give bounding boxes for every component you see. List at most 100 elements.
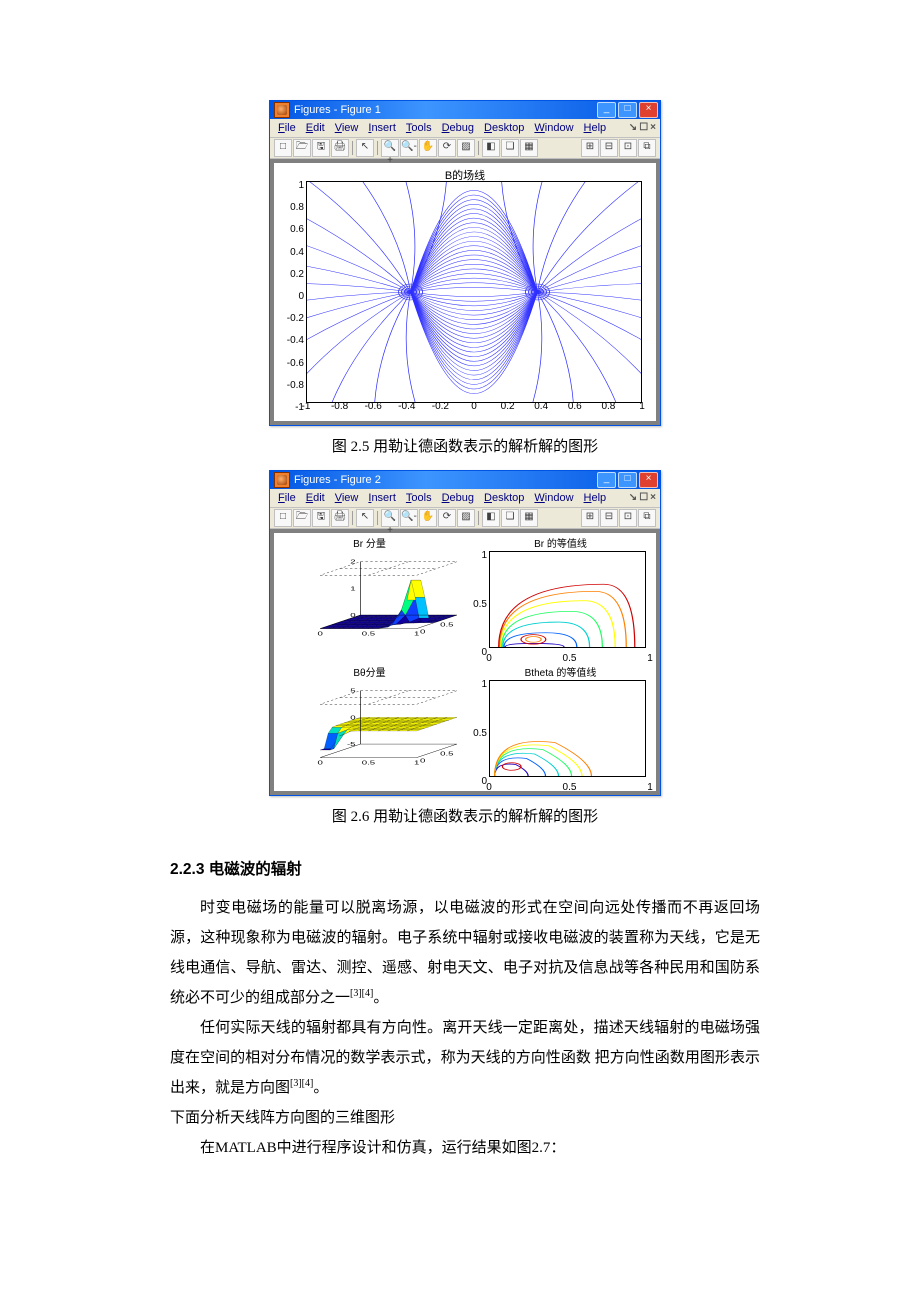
save-icon[interactable]: 🖫 bbox=[312, 509, 330, 527]
subplot-br-contour: Br 的等值线 00.5100.51 bbox=[465, 533, 656, 662]
dock-close-icon[interactable]: × bbox=[650, 488, 656, 508]
dock-arrow-icon[interactable]: ↘ bbox=[629, 118, 637, 138]
colorbar-icon[interactable]: ◧ bbox=[482, 509, 500, 527]
svg-text:-5: -5 bbox=[347, 741, 356, 748]
menu-help[interactable]: Help bbox=[580, 487, 611, 509]
subplot-grid: Br 分量 012000.50.511 Br 的等值线 00.5100.51 bbox=[274, 533, 656, 791]
undock-icon[interactable]: ⧉ bbox=[638, 509, 656, 527]
toolbar-separator bbox=[352, 141, 353, 155]
y-tick-label: 0.5 bbox=[469, 595, 487, 615]
figure1-toolbar: □ 🗁 🖫 🖨 ↖ 🔍+ 🔍- ✋ ⟳ ▨ ◧ ❏ ▦ ⊞ ⊟ ⊡ ⧉ bbox=[270, 138, 660, 159]
close-button[interactable]: × bbox=[639, 102, 658, 118]
menu-window[interactable]: Window bbox=[530, 117, 577, 139]
dock-max-icon[interactable]: ☐ bbox=[639, 488, 648, 508]
figure2-plot-area: Br 分量 012000.50.511 Br 的等值线 00.5100.51 bbox=[270, 529, 660, 795]
menu-help[interactable]: Help bbox=[580, 117, 611, 139]
menu-insert[interactable]: Insert bbox=[364, 487, 400, 509]
pan-icon[interactable]: ✋ bbox=[419, 509, 437, 527]
svg-text:1: 1 bbox=[350, 585, 356, 592]
grid-icon[interactable]: ▦ bbox=[520, 139, 538, 157]
figure1-plot-area: B的场线 10.80.60.40.20-0.2-0.4-0.6-0.8-1 -1… bbox=[270, 159, 660, 425]
figure2-canvas: Br 分量 012000.50.511 Br 的等值线 00.5100.51 bbox=[274, 533, 656, 791]
menu-insert[interactable]: Insert bbox=[364, 117, 400, 139]
svg-text:0: 0 bbox=[317, 630, 323, 637]
toolbar-separator bbox=[377, 511, 378, 525]
y-tick-label: -0.6 bbox=[278, 354, 304, 374]
close-button[interactable]: × bbox=[639, 472, 658, 488]
y-tick-label: 1 bbox=[469, 546, 487, 566]
toolbar-separator bbox=[478, 511, 479, 525]
zoom-in-icon[interactable]: 🔍+ bbox=[381, 509, 399, 527]
menu-view[interactable]: View bbox=[331, 487, 363, 509]
paragraph-2: 任何实际天线的辐射都具有方向性。离开天线一定距离处，描述天线辐射的电磁场强度在空… bbox=[170, 1013, 760, 1103]
rotate-icon[interactable]: ⟳ bbox=[438, 139, 456, 157]
maximize-button[interactable]: □ bbox=[618, 102, 637, 118]
new-icon[interactable]: □ bbox=[274, 509, 292, 527]
menu-desktop[interactable]: Desktop bbox=[480, 487, 528, 509]
reference-2: [3][4] bbox=[290, 1078, 313, 1089]
grid-icon[interactable]: ▦ bbox=[520, 509, 538, 527]
paragraph-2-text: 任何实际天线的辐射都具有方向性。离开天线一定距离处，描述天线辐射的电磁场强度在空… bbox=[170, 1020, 760, 1096]
pointer-icon[interactable]: ↖ bbox=[356, 509, 374, 527]
tile-v-icon[interactable]: ⊡ bbox=[619, 139, 637, 157]
open-icon[interactable]: 🗁 bbox=[293, 509, 311, 527]
y-tick-label: 0.4 bbox=[278, 243, 304, 263]
x-tick-label: -1 bbox=[296, 397, 316, 417]
x-tick-label: -0.4 bbox=[397, 397, 417, 417]
figure1-window-controls: _ □ × bbox=[597, 102, 658, 118]
colorbar-icon[interactable]: ◧ bbox=[482, 139, 500, 157]
svg-text:0: 0 bbox=[350, 612, 356, 619]
legend-icon[interactable]: ❏ bbox=[501, 139, 519, 157]
menu-desktop[interactable]: Desktop bbox=[480, 117, 528, 139]
menu-tools[interactable]: Tools bbox=[402, 487, 436, 509]
x-tick-label: 0.2 bbox=[498, 397, 518, 417]
menu-tools[interactable]: Tools bbox=[402, 117, 436, 139]
pointer-icon[interactable]: ↖ bbox=[356, 139, 374, 157]
undock-icon[interactable]: ⧉ bbox=[638, 139, 656, 157]
tile-v-icon[interactable]: ⊡ bbox=[619, 509, 637, 527]
tile-icon[interactable]: ⊞ bbox=[581, 509, 599, 527]
menu-file[interactable]: File bbox=[274, 117, 300, 139]
dock-max-icon[interactable]: ☐ bbox=[639, 118, 648, 138]
matlab-figure-1-window: Figures - Figure 1 _ □ × File Edit View … bbox=[269, 100, 661, 426]
x-tick-label: 0.8 bbox=[598, 397, 618, 417]
svg-text:0.5: 0.5 bbox=[440, 751, 454, 758]
figure2-toolbar: □ 🗁 🖫 🖨 ↖ 🔍+ 🔍- ✋ ⟳ ▨ ◧ ❏ ▦ ⊞ ⊟ ⊡ ⧉ bbox=[270, 508, 660, 529]
figure2-menubar: File Edit View Insert Tools Debug Deskto… bbox=[270, 489, 660, 508]
figure-2-6-caption: 图 2.6 用勒让德函数表示的解析解的图形 bbox=[332, 802, 598, 832]
zoom-out-icon[interactable]: 🔍- bbox=[400, 139, 418, 157]
save-icon[interactable]: 🖫 bbox=[312, 139, 330, 157]
menu-file[interactable]: File bbox=[274, 487, 300, 509]
tile-h-icon[interactable]: ⊟ bbox=[600, 139, 618, 157]
tile-h-icon[interactable]: ⊟ bbox=[600, 509, 618, 527]
dock-arrow-icon[interactable]: ↘ bbox=[629, 488, 637, 508]
zoom-out-icon[interactable]: 🔍- bbox=[400, 509, 418, 527]
data-cursor-icon[interactable]: ▨ bbox=[457, 509, 475, 527]
figure1-dock-controls: ↘ ☐ × bbox=[629, 118, 656, 138]
menu-window[interactable]: Window bbox=[530, 487, 577, 509]
new-icon[interactable]: □ bbox=[274, 139, 292, 157]
menu-edit[interactable]: Edit bbox=[302, 487, 329, 509]
pan-icon[interactable]: ✋ bbox=[419, 139, 437, 157]
tile-icon[interactable]: ⊞ bbox=[581, 139, 599, 157]
menu-debug[interactable]: Debug bbox=[438, 117, 478, 139]
x-tick-label: 0.5 bbox=[560, 778, 580, 791]
legend-icon[interactable]: ❏ bbox=[501, 509, 519, 527]
subplot-tl-axes: 012000.50.511 bbox=[296, 551, 457, 648]
zoom-in-icon[interactable]: 🔍+ bbox=[381, 139, 399, 157]
maximize-button[interactable]: □ bbox=[618, 472, 637, 488]
print-icon[interactable]: 🖨 bbox=[331, 509, 349, 527]
menu-edit[interactable]: Edit bbox=[302, 117, 329, 139]
print-icon[interactable]: 🖨 bbox=[331, 139, 349, 157]
data-cursor-icon[interactable]: ▨ bbox=[457, 139, 475, 157]
minimize-button[interactable]: _ bbox=[597, 102, 616, 118]
dock-close-icon[interactable]: × bbox=[650, 118, 656, 138]
menu-view[interactable]: View bbox=[331, 117, 363, 139]
rotate-icon[interactable]: ⟳ bbox=[438, 509, 456, 527]
open-icon[interactable]: 🗁 bbox=[293, 139, 311, 157]
minimize-button[interactable]: _ bbox=[597, 472, 616, 488]
y-tick-label: 0.8 bbox=[278, 198, 304, 218]
paragraph-4: 在MATLAB中进行程序设计和仿真，运行结果如图2.7： bbox=[170, 1133, 760, 1163]
y-tick-label: -0.8 bbox=[278, 376, 304, 396]
menu-debug[interactable]: Debug bbox=[438, 487, 478, 509]
